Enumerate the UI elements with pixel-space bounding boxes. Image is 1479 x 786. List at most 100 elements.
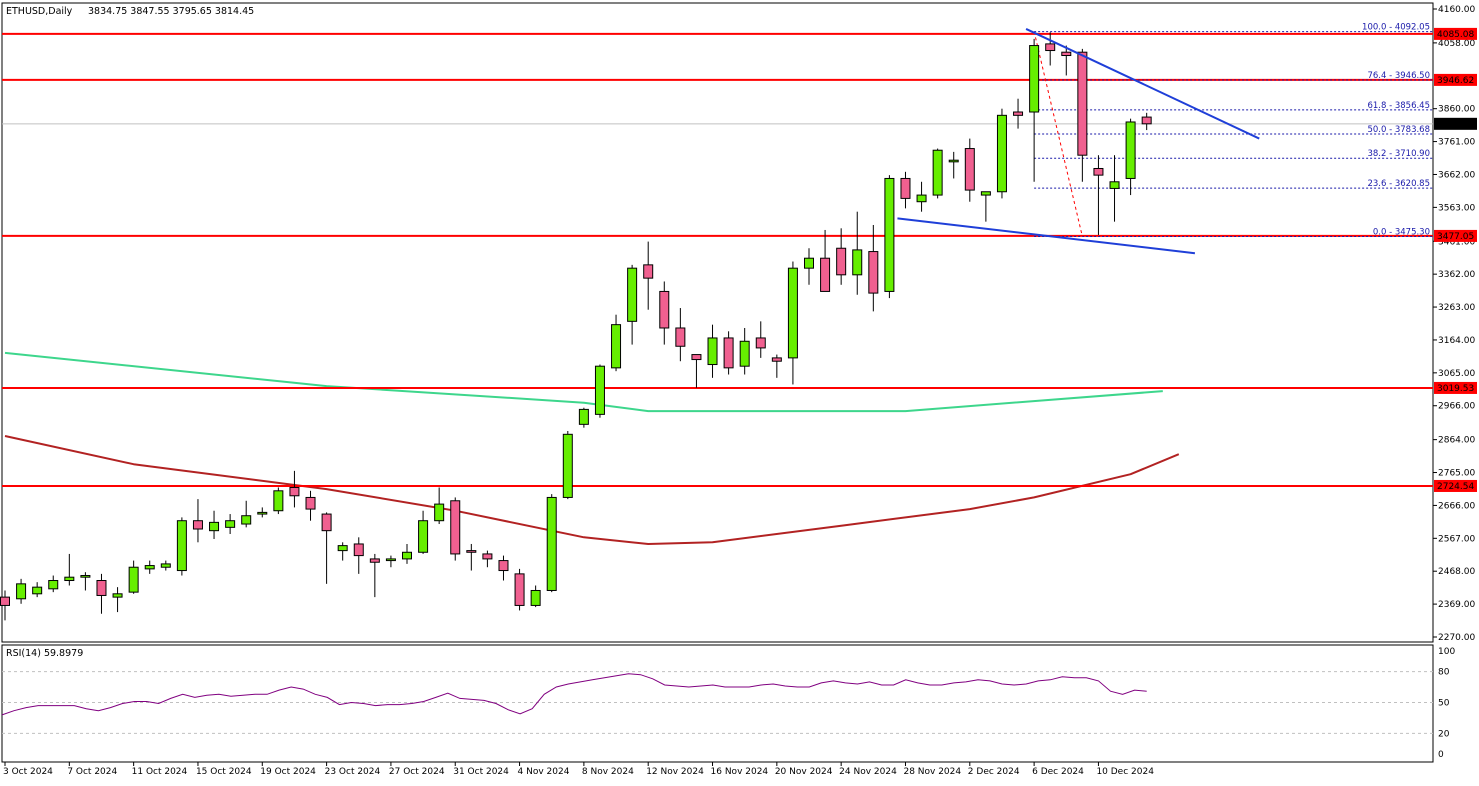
candle-body[interactable] bbox=[852, 249, 863, 276]
candle-body[interactable] bbox=[755, 337, 766, 349]
main-price-panel[interactable]: 4160.00 4058.00 3860.00 3761.00 3662.00 3563.… bbox=[0, 2, 1478, 643]
candle-body[interactable] bbox=[402, 551, 412, 560]
candle-body[interactable] bbox=[128, 566, 139, 593]
candle-body[interactable] bbox=[16, 583, 27, 600]
price-tick-label: 2369.00 bbox=[1438, 600, 1475, 610]
candle-body[interactable] bbox=[1061, 51, 1072, 57]
candle-body[interactable] bbox=[305, 496, 316, 510]
candle-body[interactable] bbox=[482, 553, 493, 560]
candle-body[interactable] bbox=[257, 511, 268, 515]
rsi-tick-label: 20 bbox=[1438, 729, 1450, 739]
candle-body[interactable] bbox=[1029, 45, 1040, 113]
time-tick-label: 2 Dec 2024 bbox=[968, 767, 1020, 777]
candle-body[interactable] bbox=[578, 408, 589, 425]
candle-body[interactable] bbox=[643, 264, 654, 279]
candle-body[interactable] bbox=[964, 148, 975, 191]
candle-body[interactable] bbox=[723, 337, 734, 369]
price-tick-label: 3563.00 bbox=[1438, 203, 1475, 213]
candle-body[interactable] bbox=[1093, 167, 1104, 176]
level-price-tag bbox=[1434, 479, 1477, 492]
candle-body[interactable] bbox=[80, 575, 91, 578]
candle-body[interactable] bbox=[787, 267, 798, 359]
candle-body[interactable] bbox=[498, 560, 509, 572]
candle-body[interactable] bbox=[546, 496, 557, 591]
candle-body[interactable] bbox=[273, 490, 284, 512]
candle-body[interactable] bbox=[385, 558, 396, 562]
candle-body[interactable] bbox=[337, 545, 348, 552]
candle-body[interactable] bbox=[418, 520, 429, 553]
candle-body[interactable] bbox=[0, 596, 10, 606]
candle-body[interactable] bbox=[948, 159, 959, 163]
candle-body[interactable] bbox=[932, 149, 943, 196]
ohlc-readout: 3834.75 3847.55 3795.65 3814.45 bbox=[88, 6, 254, 17]
price-tick-label: 3065.00 bbox=[1438, 369, 1475, 379]
price-tick-label: 2864.00 bbox=[1438, 436, 1475, 446]
candle-body[interactable] bbox=[916, 194, 927, 203]
candle-body[interactable] bbox=[659, 290, 670, 329]
candle-body[interactable] bbox=[739, 340, 750, 367]
candle-body[interactable] bbox=[868, 251, 879, 294]
candle-body[interactable] bbox=[594, 365, 605, 415]
candle-body[interactable] bbox=[160, 563, 171, 568]
candle-body[interactable] bbox=[996, 114, 1007, 193]
time-tick-label: 31 Oct 2024 bbox=[453, 767, 509, 777]
candle-body[interactable] bbox=[64, 576, 75, 582]
candle-body[interactable] bbox=[691, 354, 702, 361]
price-tick-label: 3662.00 bbox=[1438, 170, 1475, 180]
candle-body[interactable] bbox=[112, 593, 123, 598]
candle-body[interactable] bbox=[562, 433, 573, 498]
candle-body[interactable] bbox=[1013, 111, 1024, 116]
rsi-tick-label: 0 bbox=[1438, 750, 1444, 760]
candle-body[interactable] bbox=[176, 520, 187, 572]
descending-trendline-upper[interactable] bbox=[1025, 28, 1260, 140]
candle-body[interactable] bbox=[627, 267, 638, 322]
level-price-tag bbox=[1434, 229, 1477, 242]
level-price-label: 2724.54 bbox=[1437, 482, 1474, 492]
candle-body[interactable] bbox=[884, 177, 895, 292]
candle-body[interactable] bbox=[466, 550, 477, 553]
candle-body[interactable] bbox=[514, 573, 525, 606]
candle-body[interactable] bbox=[144, 565, 155, 570]
candle-body[interactable] bbox=[530, 589, 541, 606]
candle-body[interactable] bbox=[804, 257, 814, 269]
time-tick-label: 7 Oct 2024 bbox=[67, 767, 117, 777]
candle-body[interactable] bbox=[96, 580, 107, 596]
candle-body[interactable] bbox=[771, 357, 782, 362]
candle-body[interactable] bbox=[900, 177, 911, 199]
candle-body[interactable] bbox=[450, 500, 461, 555]
level-price-tag bbox=[1434, 73, 1477, 86]
price-tick-label: 2567.00 bbox=[1438, 534, 1475, 544]
moving-average-green bbox=[4, 351, 1163, 413]
candle-body[interactable] bbox=[321, 513, 332, 532]
rsi-panel[interactable]: 100 80 50 20 0 bbox=[1, 644, 1455, 763]
candle-body[interactable] bbox=[434, 503, 445, 522]
candle-body[interactable] bbox=[1141, 116, 1152, 125]
candle-body[interactable] bbox=[289, 486, 300, 497]
price-tick-label: 2966.00 bbox=[1438, 402, 1475, 412]
candle-body[interactable] bbox=[241, 515, 252, 525]
candle-body[interactable] bbox=[836, 247, 847, 276]
candle-body[interactable] bbox=[1077, 51, 1088, 156]
candle-body[interactable] bbox=[225, 520, 236, 528]
candle-body[interactable] bbox=[675, 327, 686, 347]
candle-body[interactable] bbox=[369, 558, 380, 563]
descending-trendline-lower[interactable] bbox=[897, 217, 1196, 255]
candle-body[interactable] bbox=[209, 521, 220, 532]
candle-body[interactable] bbox=[192, 520, 203, 530]
candle-body[interactable] bbox=[611, 324, 622, 369]
candle-body[interactable] bbox=[707, 337, 718, 366]
candle-body[interactable] bbox=[353, 543, 364, 557]
candle-body[interactable] bbox=[820, 257, 831, 292]
candle-body[interactable] bbox=[1125, 121, 1136, 179]
current-price-tag bbox=[1434, 117, 1477, 130]
time-tick-label: 6 Dec 2024 bbox=[1032, 767, 1084, 777]
candle-body[interactable] bbox=[48, 580, 59, 590]
candle-body[interactable] bbox=[1109, 181, 1120, 189]
candle-body[interactable] bbox=[980, 191, 991, 196]
time-tick-label: 16 Nov 2024 bbox=[711, 767, 769, 777]
price-tick-label: 3164.00 bbox=[1438, 336, 1475, 346]
candle-body[interactable] bbox=[1045, 43, 1056, 52]
candle-body[interactable] bbox=[32, 586, 43, 595]
price-tick-label: 4160.00 bbox=[1438, 5, 1475, 15]
